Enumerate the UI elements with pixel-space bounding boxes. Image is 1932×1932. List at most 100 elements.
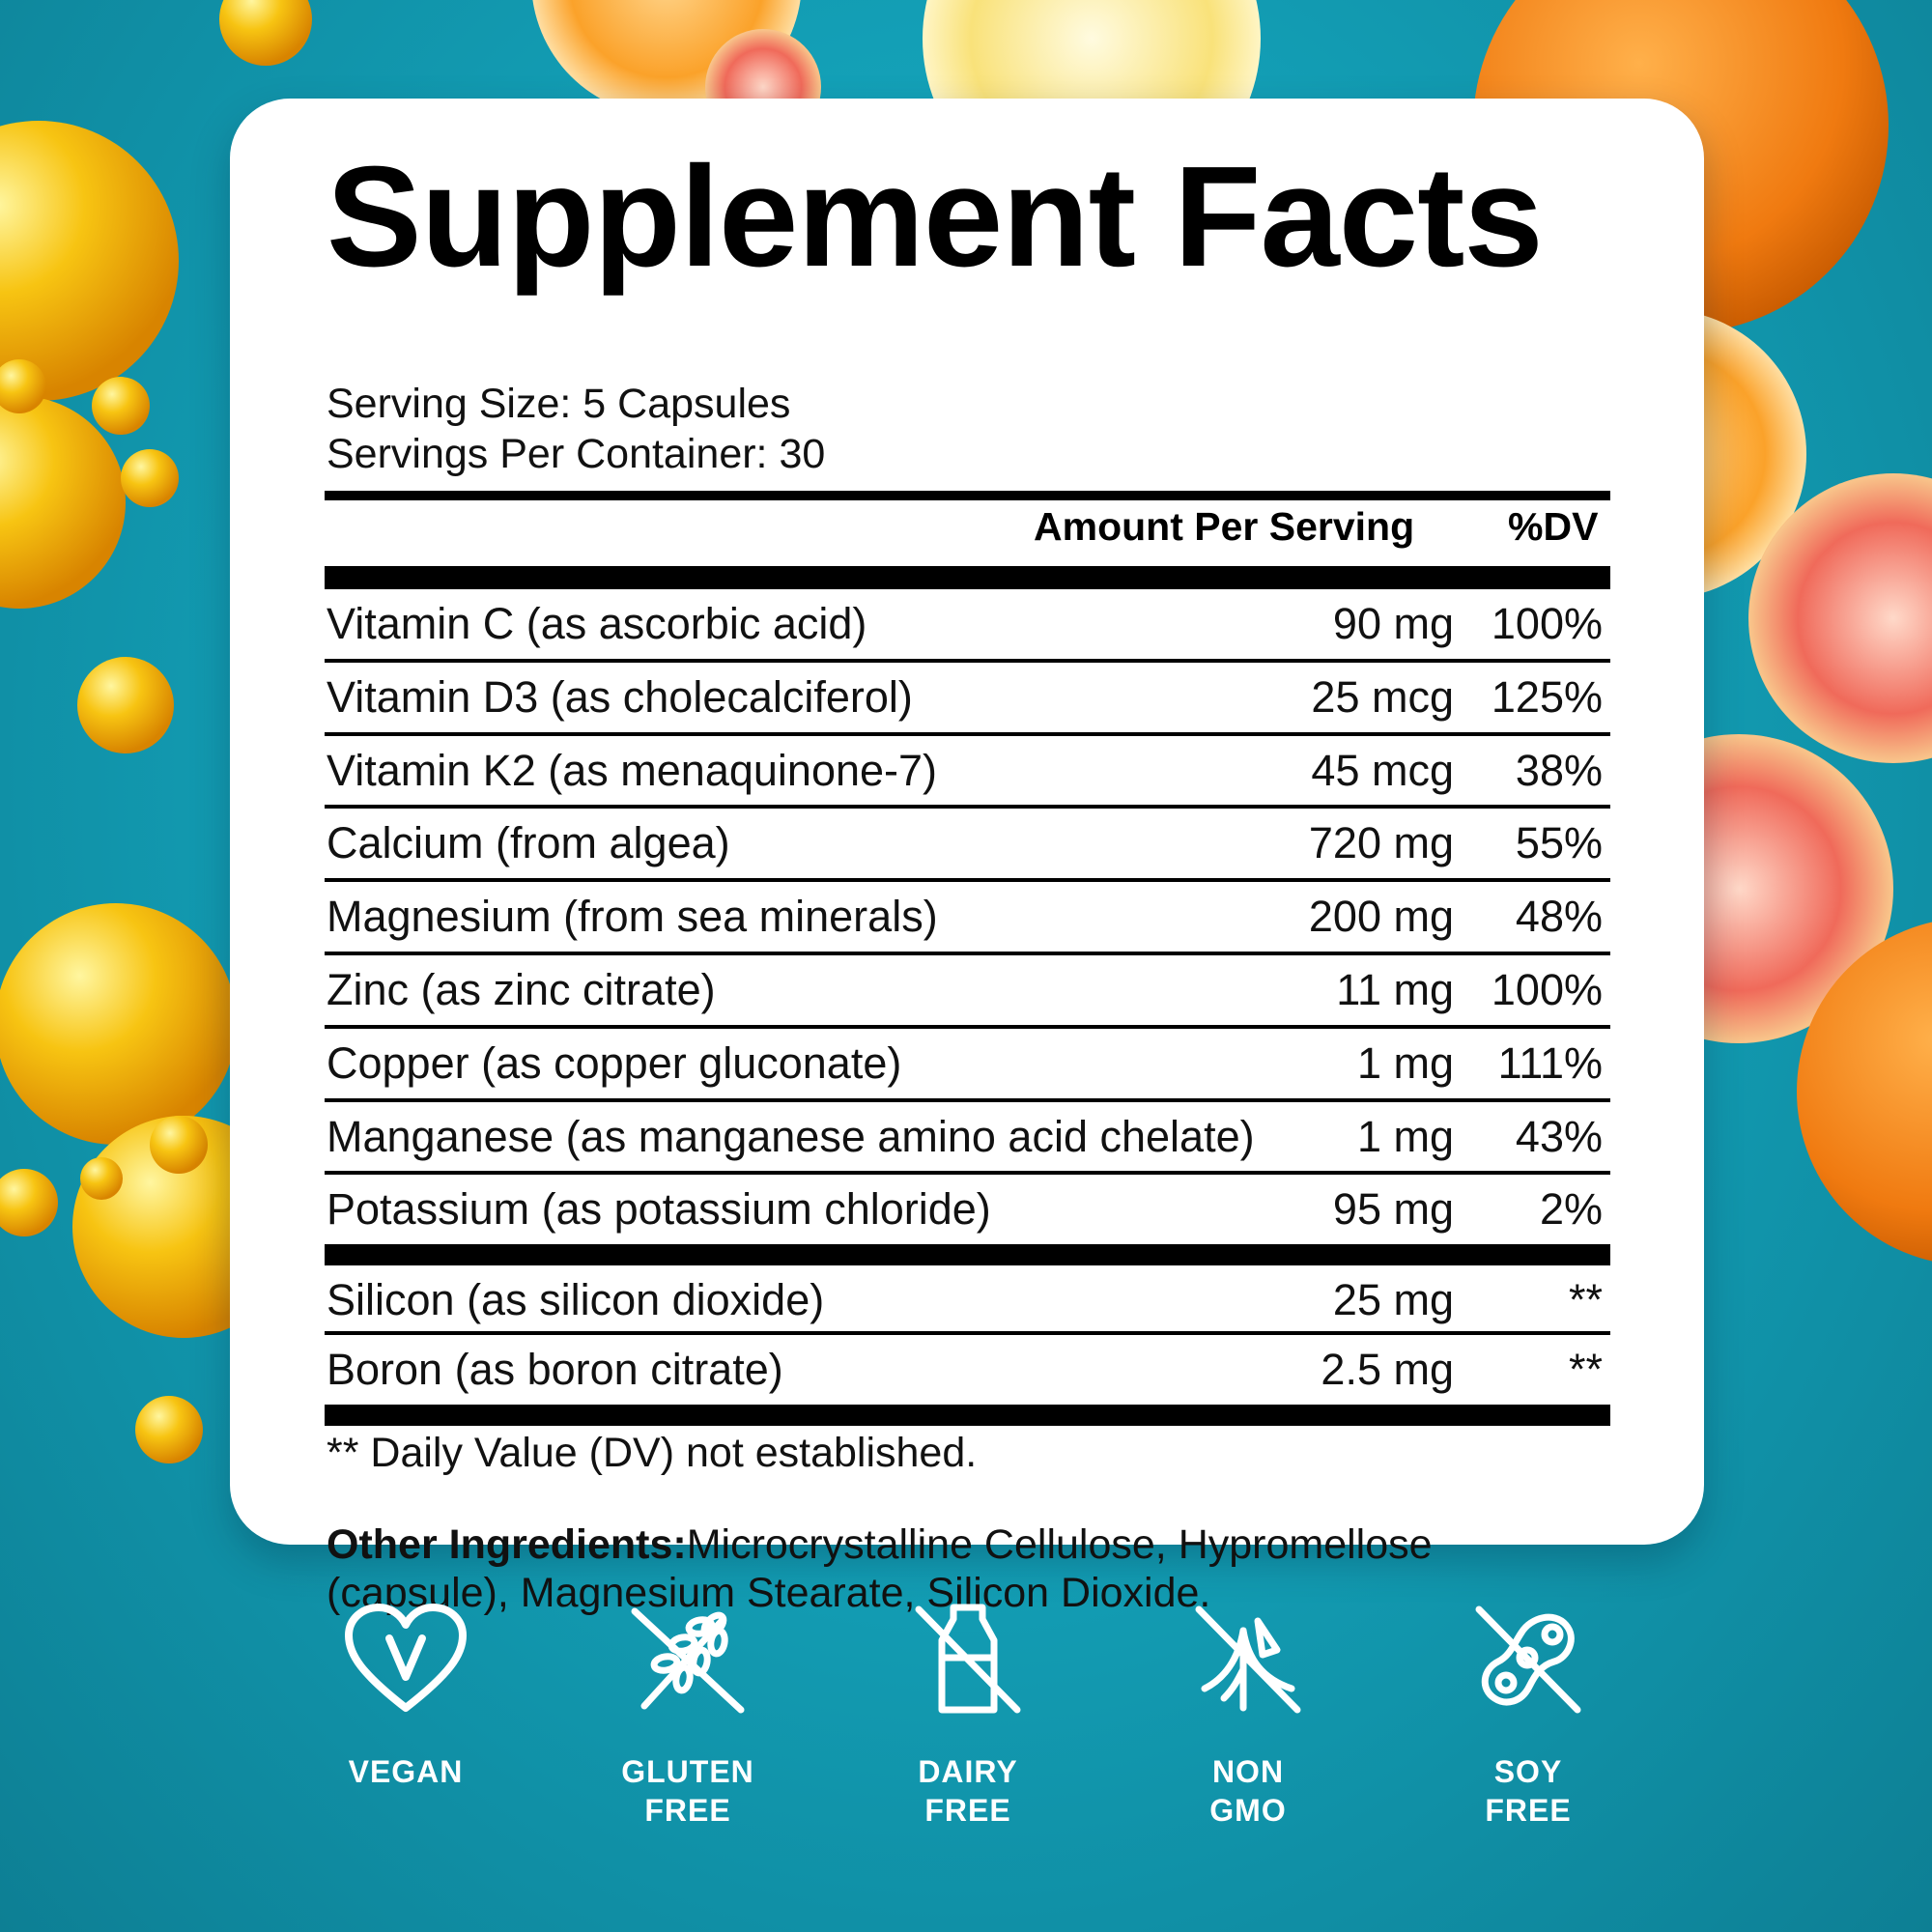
badge-label: FREE [924,1793,1011,1828]
table-row: Zinc (as zinc citrate) 11 mg 100% [325,955,1610,1029]
nutrient-dv: ** [1568,1345,1603,1394]
badge-label: GLUTEN [621,1754,754,1789]
nutrient-amount: 45 mcg [1311,745,1454,795]
oil-bubble-image [0,903,237,1145]
nutrient-name: Vitamin D3 (as cholecalciferol) [327,671,913,722]
oil-bubble-image [0,359,46,413]
nutrient-name: Silicon (as silicon dioxide) [327,1275,825,1324]
table-row: Vitamin D3 (as cholecalciferol) 25 mcg 125… [325,663,1610,736]
nutrient-name: Zinc (as zinc citrate) [327,965,716,1014]
nutrient-dv: 55% [1515,818,1603,868]
badge-label: FREE [1485,1793,1572,1828]
badge-label: DAIRY [918,1754,1018,1789]
nutrient-amount: 25 mcg [1311,671,1454,722]
other-ingredients: Other Ingredients:Microcrystalline Cellu… [327,1520,1611,1617]
table-row: Copper (as copper gluconate) 1 mg 111% [325,1029,1610,1102]
table-row: Magnesium (from sea minerals) 200 mg 48% [325,882,1610,955]
nutrient-name: Vitamin K2 (as menaquinone-7) [327,745,938,795]
badge-label: NON [1211,1754,1285,1789]
oil-bubble-image [0,396,126,609]
nutrient-dv: 48% [1515,892,1603,942]
nutrient-name: Calcium (from algea) [327,818,730,868]
oil-bubble-image [0,1169,58,1236]
badge-label: SOY [1493,1754,1563,1789]
supplement-facts-card: Supplement Facts Serving Size: 5 Capsule… [230,99,1704,1616]
table-row: Vitamin C (as ascorbic acid) 90 mg 100% [325,589,1610,663]
nutrient-dv: 111% [1497,1037,1603,1088]
nutrient-dv: ** [1568,1275,1603,1324]
badge-vegan: VEGAN [280,1602,531,1791]
oil-bubble-image [121,449,179,507]
oil-bubble-image [219,0,312,66]
row-divider [325,658,1610,663]
nutrient-amount: 11 mg [1336,965,1454,1014]
nutrient-amount: 1 mg [1356,1111,1454,1161]
nutrient-dv: 38% [1515,745,1603,795]
no-milk-icon [915,1604,1021,1714]
row-divider [325,951,1610,955]
nutrient-amount: 1 mg [1356,1037,1454,1088]
table-row: Silicon (as silicon dioxide) 25 mg ** [325,1265,1610,1335]
row-divider [325,1097,1610,1102]
heart-v-icon [345,1604,467,1712]
nutrient-amount: 200 mg [1308,892,1454,942]
thick-divider [325,566,1610,589]
thick-divider [325,1244,1610,1265]
table-row: Vitamin K2 (as menaquinone-7) 45 mcg 38% [325,736,1610,810]
table-row: Manganese (as manganese amino acid chela… [325,1102,1610,1176]
other-ingredients-label: Other Ingredients: [327,1521,687,1568]
nutrient-name: Potassium (as potassium chloride) [327,1184,991,1235]
badge-non-gmo: NON GMO [1122,1602,1374,1830]
badge-label: FREE [644,1793,731,1828]
badge-dairy-free: DAIRY FREE [842,1602,1094,1830]
grapefruit-slice-image [1748,473,1932,763]
nutrient-name: Copper (as copper gluconate) [327,1037,902,1088]
nutrient-dv: 43% [1515,1111,1603,1161]
nutrient-amount: 90 mg [1332,599,1454,648]
nutrient-name: Vitamin C (as ascorbic acid) [327,599,867,648]
nutrient-amount: 720 mg [1308,818,1454,868]
thick-divider [325,1405,1610,1426]
row-divider [325,805,1610,810]
oil-bubble-image [80,1157,123,1200]
oil-bubble-image [150,1116,208,1174]
no-soy-icon [1475,1605,1581,1714]
nutrient-dv: 2% [1539,1184,1603,1235]
oil-bubble-image [77,657,174,753]
table-row: Calcium (from algea) 720 mg 55% [325,809,1610,883]
badge-label: GMO [1209,1793,1287,1828]
page-title: Supplement Facts [327,137,1544,297]
row-divider [325,1331,1610,1335]
nutrient-name: Manganese (as manganese amino acid chela… [327,1111,1255,1161]
nutrient-amount: 2.5 mg [1321,1345,1454,1394]
row-divider [325,731,1610,736]
serving-size: Serving Size: 5 Capsules [327,381,791,427]
row-divider [325,878,1610,883]
oil-bubble-image [135,1396,203,1463]
no-wheat-icon [631,1607,745,1714]
table-row: Potassium (as potassium chloride) 95 mg 2% [325,1175,1610,1248]
nutrient-dv: 100% [1491,965,1603,1014]
other-ingredients-text: Microcrystalline Cellulose, Hypromellose… [327,1521,1433,1616]
nutrient-name: Magnesium (from sea minerals) [327,892,938,942]
oil-bubble-image [92,377,150,435]
dv-column-header: %DV [1508,504,1599,549]
orange-image [1797,922,1932,1262]
badge-soy-free: SOY FREE [1403,1602,1654,1830]
no-gmo-icon [1195,1605,1301,1714]
dv-footnote: ** Daily Value (DV) not established. [327,1430,978,1476]
nutrient-amount: 25 mg [1332,1275,1454,1324]
oil-bubble-image [0,121,179,401]
nutrient-dv: 125% [1491,671,1603,722]
thick-divider [325,491,1610,500]
servings-per-container: Servings Per Container: 30 [327,431,826,477]
badge-gluten-free: GLUTEN FREE [562,1602,813,1830]
table-row: Boron (as boron citrate) 2.5 mg ** [325,1335,1610,1405]
badge-label: VEGAN [348,1754,464,1789]
nutrient-name: Boron (as boron citrate) [327,1345,783,1394]
row-divider [325,1024,1610,1029]
amount-column-header: Amount Per Serving [1034,504,1415,549]
row-divider [325,1171,1610,1176]
nutrient-amount: 95 mg [1332,1184,1454,1235]
nutrient-dv: 100% [1491,599,1603,648]
